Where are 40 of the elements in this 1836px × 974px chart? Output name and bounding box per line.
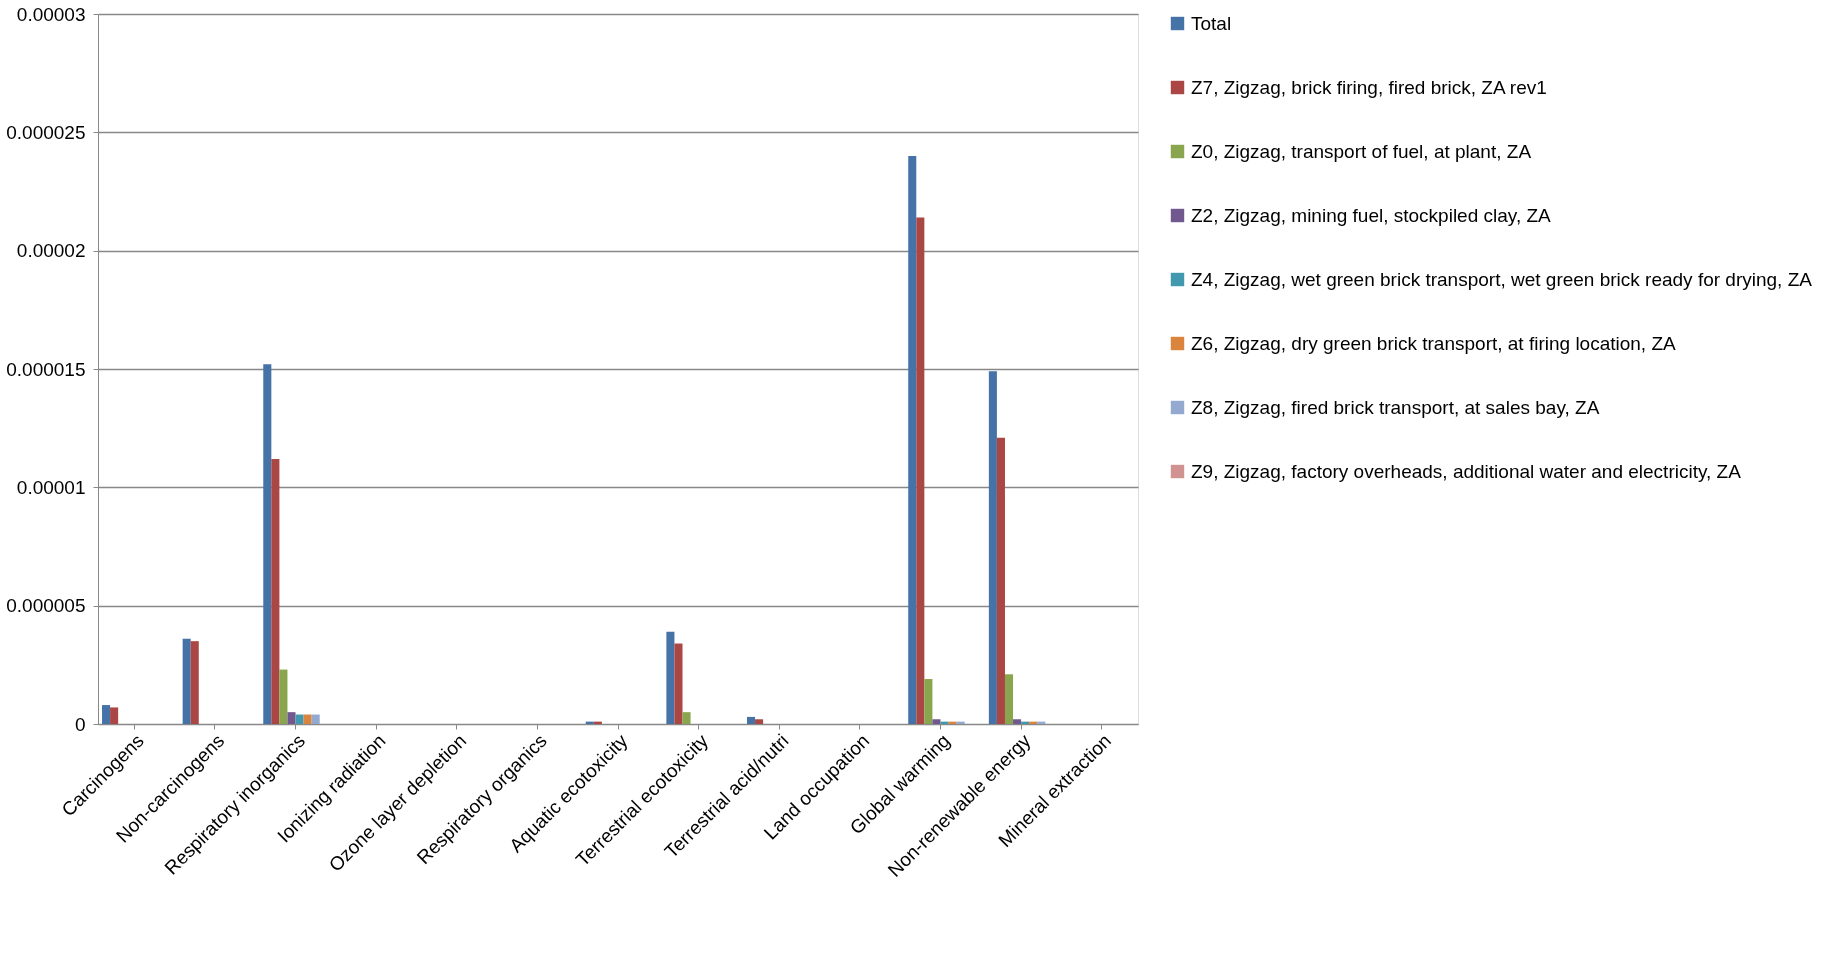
- bar: [666, 631, 675, 724]
- y-tick-label: 0.000005: [6, 595, 86, 617]
- y-tick-label: 0: [74, 713, 86, 735]
- bar: [1004, 674, 1014, 724]
- legend-label: Z8, Zigzag, fired brick transport, at sales bay, ZA: [1191, 396, 1600, 418]
- legend-label: Z7, Zigzag, brick firing, fired brick, ZA rev1: [1191, 76, 1547, 98]
- bar: [1013, 719, 1022, 724]
- legend-label: Z9, Zigzag, factory overheads, additional water and electricity, ZA: [1191, 460, 1742, 482]
- bar: [682, 712, 691, 724]
- y-tick-label: 0.00001: [16, 476, 86, 498]
- legend-label: Z6, Zigzag, dry green brick transport, at firing location, ZA: [1191, 332, 1677, 354]
- bar: [271, 458, 280, 724]
- bar: [988, 371, 997, 724]
- bar: [674, 643, 683, 724]
- legend-label: Z0, Zigzag, transport of fuel, at plant, ZA: [1191, 140, 1532, 162]
- y-tick-label: 0.00002: [16, 240, 86, 262]
- bar: [102, 705, 111, 724]
- bar: [303, 714, 312, 724]
- y-tick-label: 0.00003: [16, 3, 86, 25]
- bar: [940, 721, 949, 724]
- bar: [182, 638, 191, 724]
- y-tick-label: 0.000015: [6, 358, 86, 380]
- bar: [932, 719, 941, 724]
- bar: [110, 707, 119, 724]
- bar: [263, 364, 272, 724]
- bar: [908, 156, 917, 724]
- bar: [279, 669, 288, 724]
- bar: [311, 714, 320, 724]
- bar: [924, 679, 933, 724]
- y-tick-label: 0.000025: [6, 121, 86, 143]
- bar: [287, 712, 296, 724]
- bar: [916, 217, 925, 724]
- bar: [746, 716, 756, 724]
- legend-label: Z2, Zigzag, mining fuel, stockpiled clay, ZA: [1191, 204, 1552, 226]
- legend-label: Z4, Zigzag, wet green brick transport, wet green brick ready for drying, ZA: [1191, 268, 1813, 290]
- bar: [755, 719, 764, 724]
- bar: [996, 437, 1005, 724]
- bar: [295, 714, 304, 724]
- bar: [190, 641, 199, 724]
- legend-label: Total: [1191, 12, 1232, 34]
